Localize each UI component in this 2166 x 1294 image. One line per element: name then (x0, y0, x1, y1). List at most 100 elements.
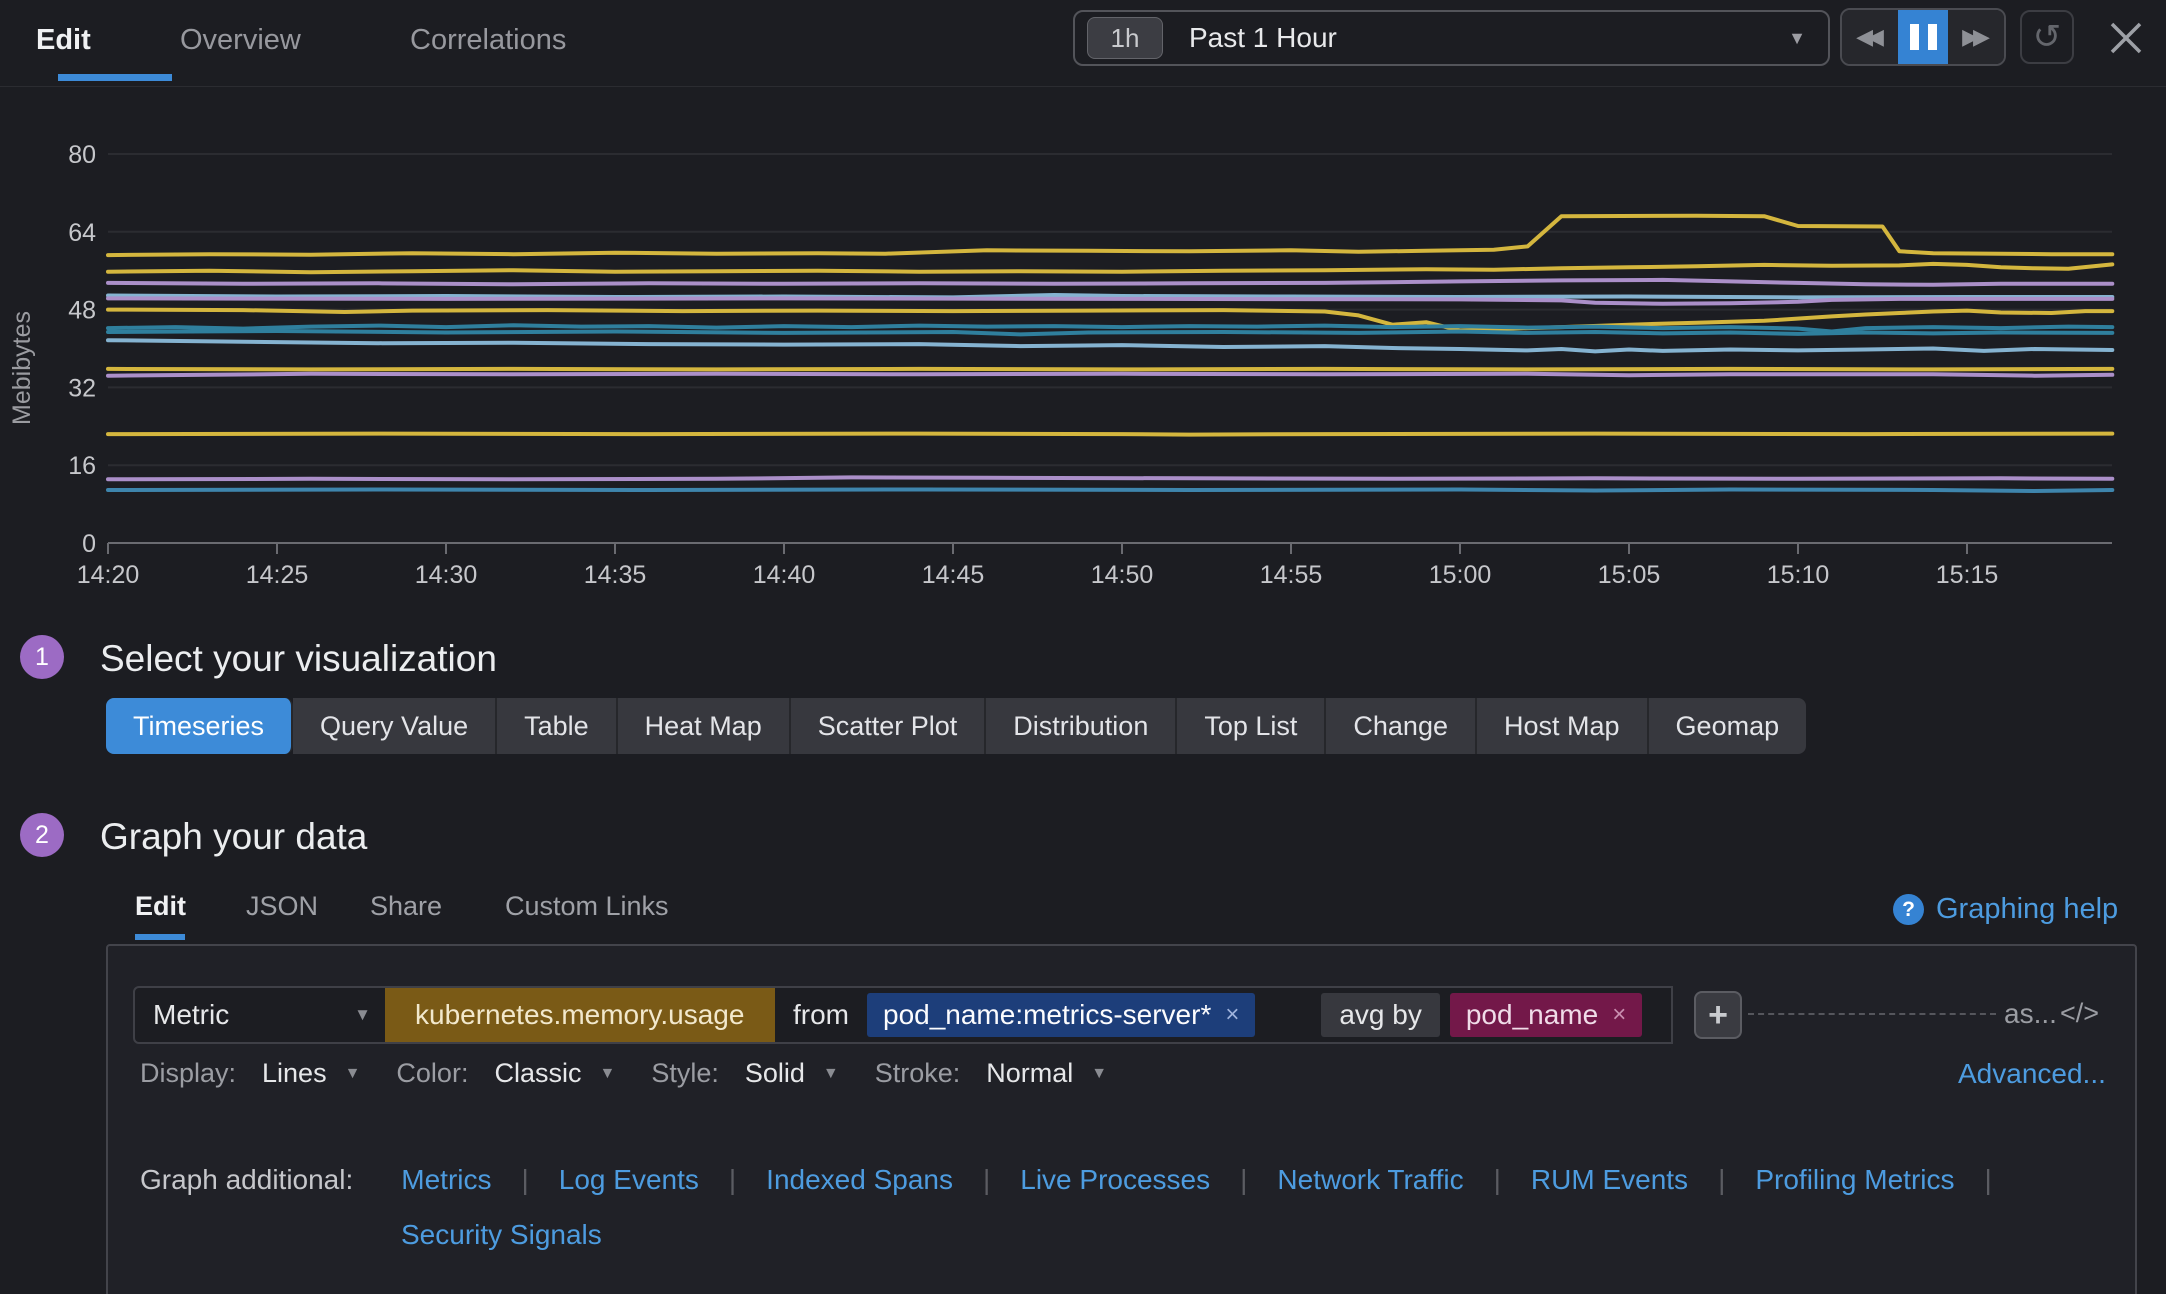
remove-group-by-icon[interactable]: × (1612, 1001, 1627, 1028)
viz-option-query-value[interactable]: Query Value (293, 698, 498, 754)
chevron-down-icon: ▼ (822, 1064, 839, 1082)
metric-input[interactable]: kubernetes.memory.usage (385, 988, 775, 1042)
link-log-events[interactable]: Log Events (558, 1164, 699, 1195)
link-security-signals[interactable]: Security Signals (401, 1219, 602, 1250)
query-connector-line (1748, 1013, 1996, 1015)
code-view-icon[interactable]: </> (2060, 998, 2100, 1028)
subtab-edit[interactable]: Edit (135, 891, 186, 921)
y-tick-label: 64 (68, 219, 96, 247)
chart-line (106, 487, 2115, 493)
chart-line (106, 366, 2115, 372)
close-icon (2110, 22, 2142, 54)
y-axis-label: Mebibytes (8, 311, 36, 425)
option-label: Display: (140, 1058, 237, 1088)
viz-option-timeseries[interactable]: Timeseries (106, 698, 294, 754)
chart-line (106, 296, 2115, 306)
viz-option-heat-map[interactable]: Heat Map (617, 698, 791, 754)
y-tick-label: 48 (68, 297, 96, 325)
as-formula-button[interactable]: as... (2004, 998, 2057, 1029)
viz-options: Timeseries Query Value Table Heat Map Scatte… (106, 698, 1807, 754)
step-1-badge: 1 (20, 635, 64, 679)
x-tick-label: 15:05 (1598, 561, 1661, 589)
subtab-json[interactable]: JSON (246, 891, 319, 921)
step-1-title: Select your visualization (100, 638, 497, 679)
y-tick-label: 16 (68, 452, 96, 480)
time-range-badge: 1h (1087, 17, 1163, 59)
x-tick-label: 14:20 (77, 561, 140, 589)
graph-additional-row: Graph additional: Metrics | Log Events | Ind… (140, 1164, 2022, 1196)
tab-correlations[interactable]: Correlations (410, 24, 567, 56)
chevron-down-icon: ▼ (599, 1064, 616, 1082)
divider: | (521, 1164, 529, 1195)
viz-option-host-map[interactable]: Host Map (1477, 698, 1649, 754)
option-value: Lines (262, 1058, 327, 1088)
aggregation-label[interactable]: avg by (1321, 993, 1440, 1037)
display-option-display[interactable]: Display: Lines ▼ (140, 1058, 360, 1089)
link-live-processes[interactable]: Live Processes (1020, 1164, 1211, 1195)
fast-forward-icon: ▶▶ (1962, 24, 1990, 49)
x-tick-label: 14:40 (753, 561, 816, 589)
y-tick-label: 80 (68, 141, 96, 169)
x-tick-label: 14:35 (584, 561, 647, 589)
tab-overview[interactable]: Overview (180, 24, 301, 56)
playback-controls: ◀◀ ▶▶ (1840, 8, 2006, 66)
timeseries-chart[interactable]: 0 16 32 48 64 80 14:20 14:25 14:30 14:35 14:40 14:4… (0, 88, 2166, 598)
option-label: Style: (651, 1058, 719, 1088)
x-tick-label: 15:10 (1767, 561, 1830, 589)
question-icon: ? (1893, 894, 1924, 925)
viz-option-table[interactable]: Table (497, 698, 618, 754)
group-by-chip[interactable]: pod_name × (1449, 993, 1643, 1037)
remove-filter-icon[interactable]: × (1225, 1001, 1240, 1028)
divider: | (1493, 1164, 1501, 1195)
x-tick-label: 14:50 (1091, 561, 1154, 589)
option-value: Solid (744, 1058, 805, 1088)
chart-line (106, 277, 2115, 287)
query-bar[interactable]: kubernetes.memory.usage from pod_name:me… (385, 986, 1673, 1044)
query-editor-panel: Metric ▼ kubernetes.memory.usage from po… (106, 944, 2137, 1294)
chevron-down-icon: ▼ (344, 1064, 361, 1082)
viz-option-change[interactable]: Change (1326, 698, 1477, 754)
link-profiling-metrics[interactable]: Profiling Metrics (1755, 1164, 1955, 1195)
display-option-color[interactable]: Color: Classic ▼ (396, 1058, 615, 1089)
link-indexed-spans[interactable]: Indexed Spans (766, 1164, 953, 1195)
source-select[interactable]: Metric ▼ (133, 986, 387, 1044)
pause-button[interactable] (1898, 10, 1948, 64)
fast-forward-button[interactable]: ▶▶ (1948, 10, 2004, 64)
add-query-button[interactable]: + (1694, 991, 1742, 1039)
time-range-label: Past 1 Hour (1189, 22, 1337, 53)
active-tab-underline (58, 74, 172, 81)
chevron-down-icon: ▼ (1788, 27, 1806, 48)
rewind-button[interactable]: ◀◀ (1842, 10, 1898, 64)
chart-line (106, 371, 2115, 378)
tab-edit[interactable]: Edit (36, 24, 91, 56)
viz-option-geomap[interactable]: Geomap (1648, 698, 1807, 754)
subtab-custom-links[interactable]: Custom Links (505, 891, 669, 921)
viz-option-top-list[interactable]: Top List (1177, 698, 1327, 754)
active-subtab-underline (135, 934, 185, 940)
y-tick-label: 32 (68, 374, 96, 402)
link-metrics[interactable]: Metrics (401, 1164, 492, 1195)
graph-additional-label: Graph additional: (140, 1164, 354, 1195)
chart-line (106, 213, 2115, 258)
chart-line (106, 329, 2115, 337)
link-network-traffic[interactable]: Network Traffic (1277, 1164, 1464, 1195)
option-label: Color: (396, 1058, 469, 1088)
link-rum-events[interactable]: RUM Events (1530, 1164, 1689, 1195)
viz-option-distribution[interactable]: Distribution (986, 698, 1178, 754)
filter-chip[interactable]: pod_name:metrics-server* × (867, 993, 1256, 1037)
refresh-button[interactable]: ↺ (2020, 10, 2074, 64)
chart-line (106, 338, 2115, 354)
close-button[interactable] (2104, 16, 2148, 60)
display-option-style[interactable]: Style: Solid ▼ (651, 1058, 838, 1089)
divider: | (1718, 1164, 1726, 1195)
time-range-picker[interactable]: 1h Past 1 Hour ▼ (1073, 10, 1830, 66)
display-option-stroke[interactable]: Stroke: Normal ▼ (875, 1058, 1107, 1089)
chart-line (106, 475, 2115, 482)
chevron-down-icon: ▼ (354, 1005, 371, 1024)
graphing-help-link[interactable]: ? Graphing help (1893, 893, 2118, 926)
viz-option-scatter-plot[interactable]: Scatter Plot (790, 698, 987, 754)
advanced-link[interactable]: Advanced... (1958, 1058, 2106, 1089)
divider: | (982, 1164, 991, 1195)
subtab-share[interactable]: Share (370, 891, 443, 921)
